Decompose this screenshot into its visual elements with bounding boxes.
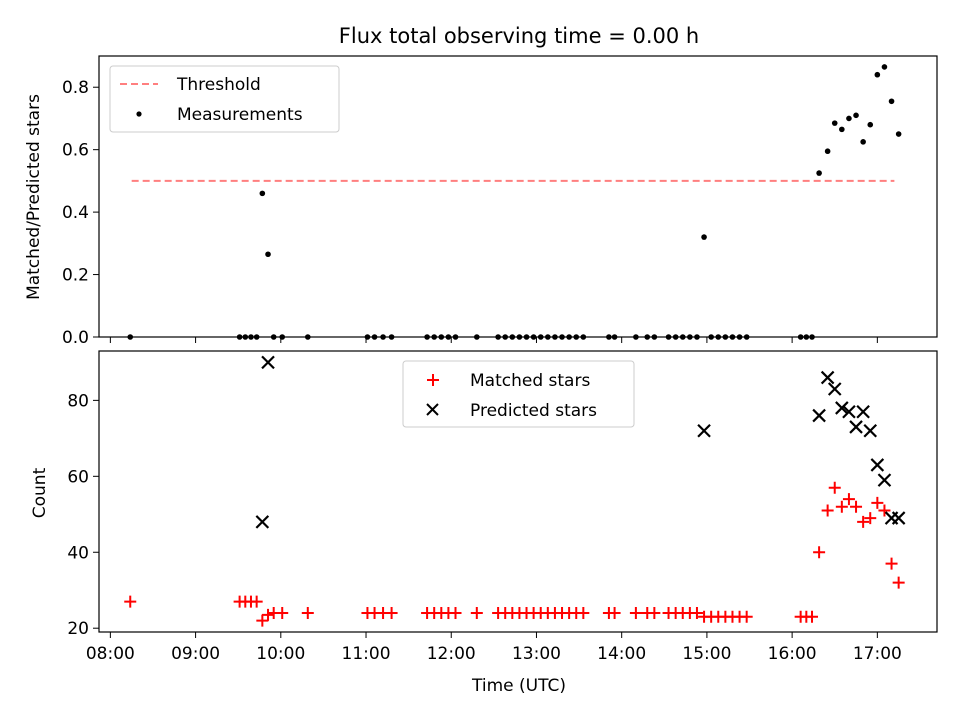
predicted-star-point <box>261 355 275 370</box>
top-legend: Threshold Measurements <box>109 65 340 133</box>
predicted-star-point <box>863 423 878 438</box>
top-y-tick-label: 0.8 <box>62 78 89 98</box>
bottom-y-tick-label: 60 <box>67 467 89 487</box>
legend-matched-swatch <box>427 374 439 386</box>
bottom-x-axis-label: Time (UTC) <box>471 676 566 696</box>
predicted-star-point <box>820 370 835 385</box>
matched-star-point <box>648 607 661 620</box>
predicted-star-point <box>877 473 892 487</box>
measurement-point <box>265 251 271 258</box>
x-tick-label: 16:00 <box>768 644 817 664</box>
legend-predicted-swatch <box>426 403 439 416</box>
top-y-axis-label: Matched/Predicted stars <box>24 94 44 300</box>
matched-star-point <box>878 504 891 517</box>
predicted-star-point <box>255 515 270 529</box>
measurement-point <box>895 131 902 137</box>
bottom-y-tick-label: 20 <box>67 619 89 639</box>
x-tick-label: 10:00 <box>256 644 305 664</box>
matched-star-point <box>850 500 863 513</box>
x-tick-label: 11:00 <box>342 644 391 664</box>
top-y-tick-label: 0.2 <box>62 266 89 286</box>
predicted-star-point <box>891 511 906 525</box>
matched-star-point <box>892 576 905 589</box>
bottom-y-tick-label: 40 <box>67 543 89 563</box>
top-axes-frame <box>98 55 938 338</box>
matched-star-point <box>806 610 819 623</box>
x-tick-label: 09:00 <box>171 644 220 664</box>
predicted-star-point <box>849 420 863 434</box>
matched-star-point <box>690 607 703 620</box>
predicted-star-point <box>697 423 711 438</box>
predicted-star-point <box>827 382 842 396</box>
matched-star-point <box>256 614 269 627</box>
predicted-star-point <box>842 404 856 419</box>
measurement-point <box>839 126 845 133</box>
x-tick-label: 13:00 <box>512 644 561 664</box>
matched-star-point <box>470 607 483 620</box>
measurement-point <box>881 64 888 70</box>
predicted-star-point <box>856 404 870 419</box>
matched-star-point <box>842 493 855 506</box>
matched-star-point <box>262 608 275 621</box>
matched-star-point <box>577 607 590 620</box>
matched-star-point <box>857 515 870 528</box>
matched-star-point <box>813 546 826 559</box>
top-panel: 0.0 0.2 0.4 0.6 0.8 <box>62 55 938 348</box>
predicted-star-point <box>812 408 826 423</box>
top-y-tick-label: 0.0 <box>62 328 89 348</box>
matched-star-point <box>385 607 398 620</box>
measurement-point <box>888 98 895 105</box>
x-tick-label: 14:00 <box>597 644 646 664</box>
bottom-y-axis-label: Count <box>30 467 50 518</box>
measurement-point <box>860 139 866 145</box>
matched-star-point <box>301 607 314 620</box>
bottom-panel: 08:00 09:00 10:00 11:00 12:00 13:00 14:00 15:00… <box>67 350 938 664</box>
x-tick-label: 17:00 <box>853 644 902 664</box>
measurement-point <box>831 120 838 126</box>
measurement-point <box>867 121 874 128</box>
legend-matched-label: Matched stars <box>470 371 590 391</box>
matched-star-point <box>124 595 137 608</box>
top-y-tick-label: 0.6 <box>62 141 89 161</box>
measurement-point <box>853 112 859 119</box>
top-legend-box <box>109 65 340 133</box>
measurement-point <box>846 115 852 122</box>
matched-star-point <box>828 481 841 494</box>
predicted-star-point <box>870 458 885 472</box>
measurement-point <box>874 71 881 78</box>
measurement-point <box>824 148 831 155</box>
matched-star-point <box>250 595 263 608</box>
bottom-legend: Matched stars Predicted stars <box>402 360 635 428</box>
x-tick-label: 12:00 <box>427 644 476 664</box>
matched-star-point <box>449 607 462 620</box>
legend-measurements-swatch <box>136 111 142 117</box>
top-y-tick-label: 0.4 <box>62 203 89 223</box>
matched-star-point <box>835 500 848 513</box>
x-tick-label: 08:00 <box>86 644 135 664</box>
matched-star-point <box>629 607 642 620</box>
legend-measurements-label: Measurements <box>177 105 303 125</box>
matched-star-point <box>864 512 877 525</box>
matched-star-point <box>276 607 289 620</box>
matched-star-point <box>608 607 621 620</box>
matched-star-point <box>740 610 753 623</box>
measurement-point <box>701 234 707 240</box>
bottom-y-tick-label: 80 <box>67 391 89 411</box>
bottom-legend-box <box>402 360 635 428</box>
x-tick-label: 15:00 <box>682 644 731 664</box>
chart-title: Flux total observing time = 0.00 h <box>339 24 699 48</box>
measurement-point <box>816 170 822 176</box>
legend-predicted-label: Predicted stars <box>470 401 597 421</box>
measurement-point <box>259 190 266 197</box>
matched-star-point <box>871 496 884 509</box>
predicted-star-point <box>835 401 849 415</box>
legend-threshold-label: Threshold <box>176 75 261 95</box>
matched-star-point <box>885 557 898 570</box>
matched-star-point <box>821 504 834 517</box>
bottom-axes-frame <box>98 350 938 633</box>
